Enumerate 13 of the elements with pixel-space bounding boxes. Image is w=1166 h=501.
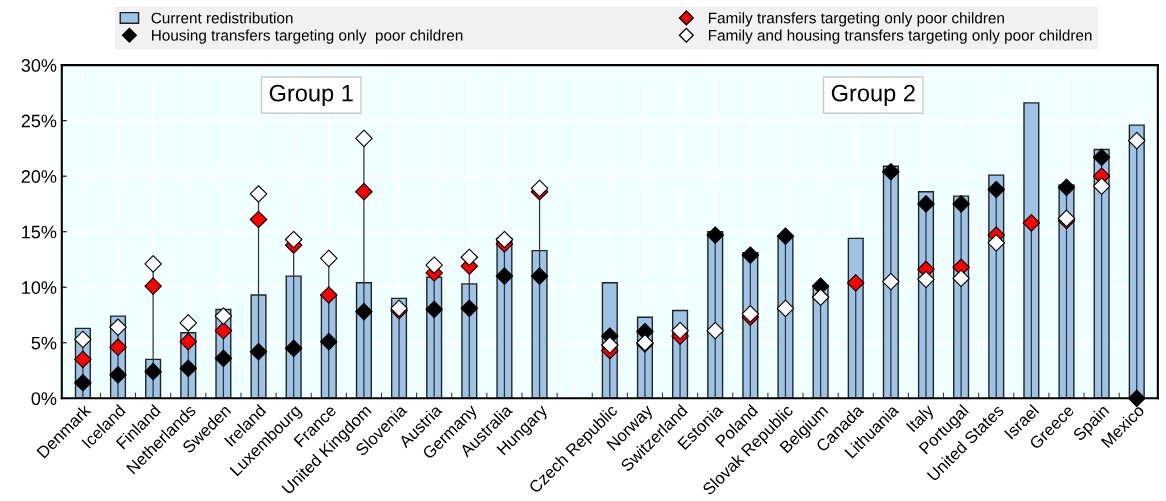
legend-label: Family transfers targeting only poor children [708,12,1004,27]
annotation: Group 1 [269,84,353,107]
annotation: Group 2 [831,84,915,107]
legend-label: Current redistribution [151,12,293,24]
legend-label: Housing transfers targeting only poor children [152,29,463,44]
y-tick-label: 15% [22,225,57,239]
y-tick-label: 30% [21,59,57,72]
legend-label: Family and housing transfers targeting only poor children [708,29,1092,44]
y-tick-label: 25% [21,114,57,128]
y-tick-label: 10% [22,281,57,294]
y-tick-label: 20% [21,170,57,183]
y-tick-label: 0% [31,392,57,406]
y-tick-label: 5% [31,336,57,350]
